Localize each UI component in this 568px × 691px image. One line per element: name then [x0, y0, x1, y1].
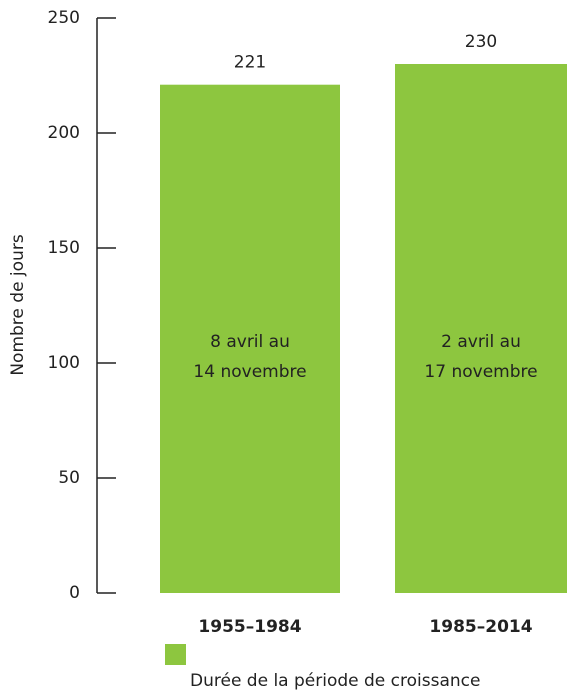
value-label: 230 [465, 32, 497, 52]
y-tick-label: 100 [48, 353, 80, 373]
value-label: 221 [234, 53, 266, 73]
x-tick-label: 1955–1984 [198, 617, 301, 637]
y-tick-label: 50 [58, 468, 80, 488]
bar-annotation: 17 novembre [424, 362, 537, 382]
y-tick-label: 200 [48, 123, 80, 143]
y-tick-label: 150 [48, 238, 80, 258]
bar-annotation: 14 novembre [193, 362, 306, 382]
bar [395, 64, 567, 593]
bar [160, 84, 340, 593]
bar-annotation: 2 avril au [441, 332, 521, 352]
y-axis-label: Nombre de jours [8, 234, 28, 375]
legend-label: Durée de la période de croissance [190, 671, 480, 691]
bar-annotation: 8 avril au [210, 332, 290, 352]
y-tick-label: 0 [69, 583, 80, 603]
x-tick-label: 1985–2014 [429, 617, 532, 637]
y-tick-label: 250 [48, 8, 80, 28]
legend-swatch [165, 644, 186, 665]
